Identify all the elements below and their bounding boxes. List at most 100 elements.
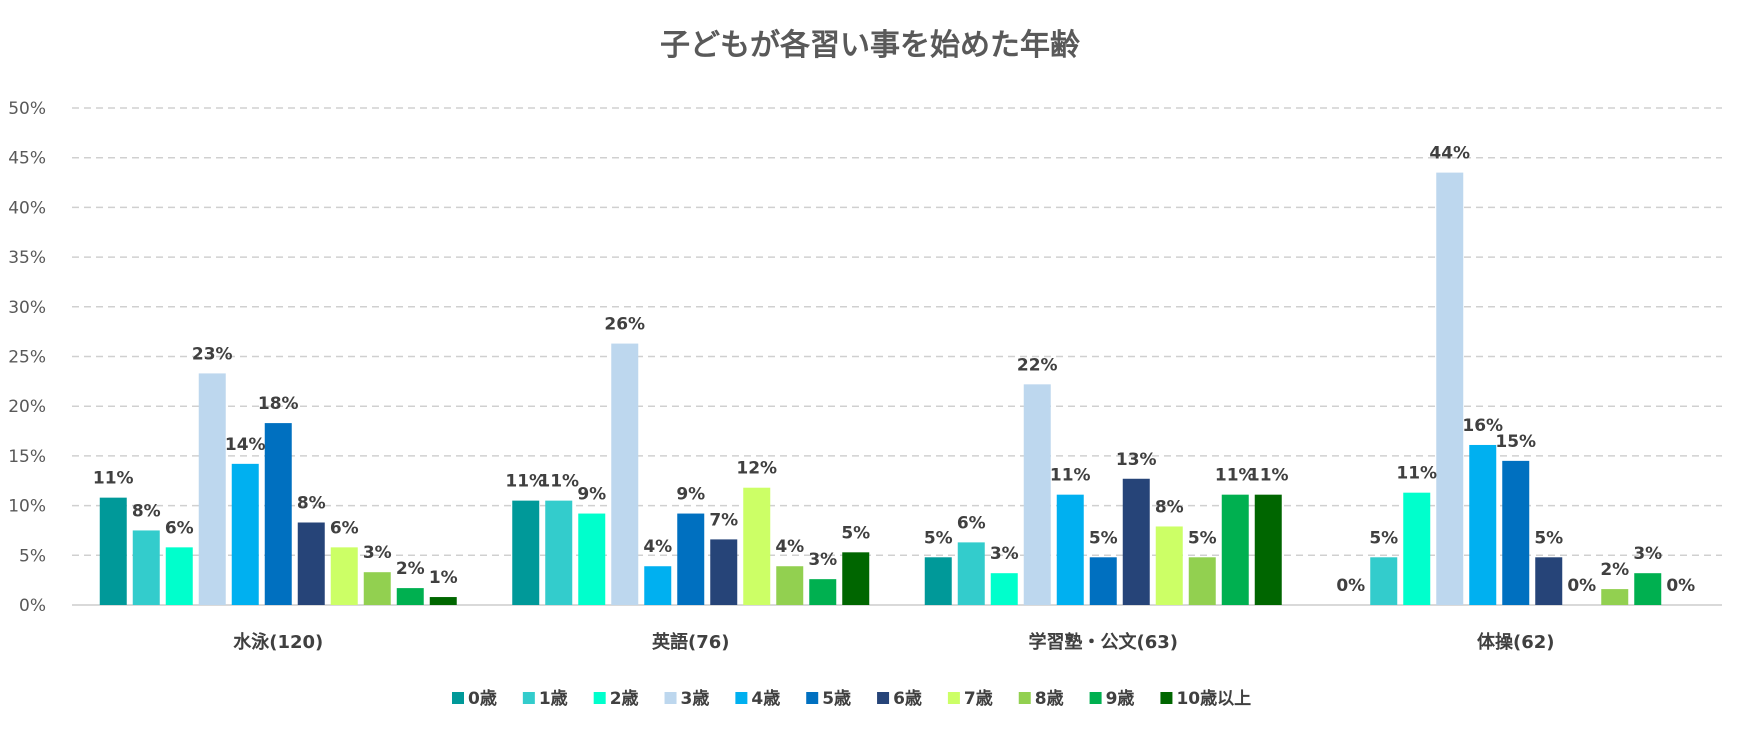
data-label: 18% [258, 394, 299, 414]
y-tick-label: 10% [8, 497, 46, 517]
bar [429, 597, 457, 605]
bar [1403, 492, 1431, 605]
y-axis: 0% 5% 10% 15% 20% 25% 30% 35% 40% 45% 50% [8, 99, 46, 616]
data-label: 1% [429, 568, 458, 588]
bar [990, 573, 1018, 605]
bar [1370, 557, 1398, 605]
data-label: 0% [1666, 576, 1695, 596]
legend-label: 4歳 [751, 688, 780, 709]
y-tick-label: 30% [8, 298, 46, 318]
category-label: 水泳(120) [233, 631, 323, 653]
data-label: 12% [736, 459, 777, 479]
data-label: 13% [1116, 450, 1157, 470]
legend-label: 0歳 [468, 688, 497, 709]
legend-label: 10歳以上 [1176, 688, 1251, 709]
data-label: 14% [225, 435, 266, 455]
bar [1188, 557, 1216, 605]
bar [264, 423, 292, 605]
y-tick-label: 25% [8, 348, 46, 368]
bar [1535, 557, 1563, 605]
data-label: 4% [775, 537, 804, 557]
data-label: 11% [1396, 464, 1437, 484]
bar [1056, 494, 1084, 605]
data-label: 11% [538, 472, 579, 492]
bar [297, 522, 325, 605]
legend-swatch [1160, 692, 1173, 704]
category-label: 学習塾・公文(63) [1028, 631, 1178, 653]
data-label: 8% [132, 501, 161, 521]
bar [330, 547, 358, 605]
x-axis: 水泳(120) 英語(76) 学習塾・公文(63) 体操(62) [233, 631, 1554, 653]
data-label: 5% [1188, 528, 1217, 548]
data-label: 5% [1369, 528, 1398, 548]
legend-swatch [664, 692, 677, 704]
bar [644, 566, 672, 605]
data-label: 6% [165, 518, 194, 538]
legend-swatch [593, 692, 606, 704]
data-label: 8% [1155, 497, 1184, 517]
data-label: 26% [604, 315, 645, 335]
data-label: 11% [1248, 466, 1289, 486]
data-label: 11% [1050, 466, 1091, 486]
legend-swatch [735, 692, 748, 704]
category-label: 体操(62) [1477, 631, 1555, 653]
data-label: 9% [676, 485, 705, 505]
bar [1436, 172, 1464, 606]
legend-label: 1歳 [539, 688, 568, 709]
data-label: 11% [505, 472, 546, 492]
bar [165, 547, 193, 605]
y-tick-label: 20% [8, 397, 46, 417]
data-label: 8% [297, 493, 326, 513]
legend-swatch [947, 692, 960, 704]
data-label: 22% [1017, 355, 1058, 375]
bar [99, 497, 127, 605]
data-label: 0% [1567, 576, 1596, 596]
chart-title: 子どもが各習い事を始めた年齢 [660, 28, 1080, 63]
bar [743, 487, 771, 605]
bar [363, 572, 391, 605]
legend-label: 6歳 [893, 688, 922, 709]
data-label: 23% [192, 344, 233, 364]
bars [99, 172, 1662, 606]
data-label: 9% [577, 485, 606, 505]
legend-swatch [1089, 692, 1102, 704]
legend-label: 7歳 [964, 688, 993, 709]
legend-swatch [877, 692, 890, 704]
bar [1155, 526, 1183, 605]
bar [677, 513, 705, 605]
bar [1601, 589, 1629, 605]
bar [132, 530, 160, 605]
bar [1089, 557, 1117, 605]
data-label: 5% [841, 523, 870, 543]
bar [809, 579, 837, 605]
legend: 0歳 1歳 2歳 3歳 4歳 5歳 6歳 7歳 8歳 9歳 10歳以上 [452, 688, 1251, 709]
y-tick-label: 35% [8, 248, 46, 268]
legend-label: 8歳 [1035, 688, 1064, 709]
data-label: 16% [1462, 416, 1503, 436]
bar [776, 566, 804, 605]
bar [1221, 494, 1249, 605]
bar [545, 500, 573, 605]
legend-swatch [1018, 692, 1031, 704]
data-label: 6% [957, 513, 986, 533]
data-labels: 11%8%6%23%14%18%8%6%3%2% 1%11%11%9%26%4%9… [93, 144, 1695, 596]
y-tick-label: 0% [19, 596, 46, 616]
data-label: 7% [709, 510, 738, 530]
bar [1122, 478, 1150, 605]
data-label: 4% [643, 537, 672, 557]
bar [578, 513, 606, 605]
bar [1254, 494, 1282, 605]
data-label: 44% [1429, 144, 1470, 164]
legend-label: 3歳 [681, 688, 710, 709]
data-label: 2% [396, 559, 425, 579]
data-label: 5% [1534, 528, 1563, 548]
y-tick-label: 45% [8, 149, 46, 169]
data-label: 0% [1336, 576, 1365, 596]
bar [710, 539, 738, 605]
y-tick-label: 40% [8, 198, 46, 218]
y-tick-label: 15% [8, 447, 46, 467]
bar [611, 343, 639, 605]
bar [842, 552, 870, 605]
bar [198, 373, 226, 605]
